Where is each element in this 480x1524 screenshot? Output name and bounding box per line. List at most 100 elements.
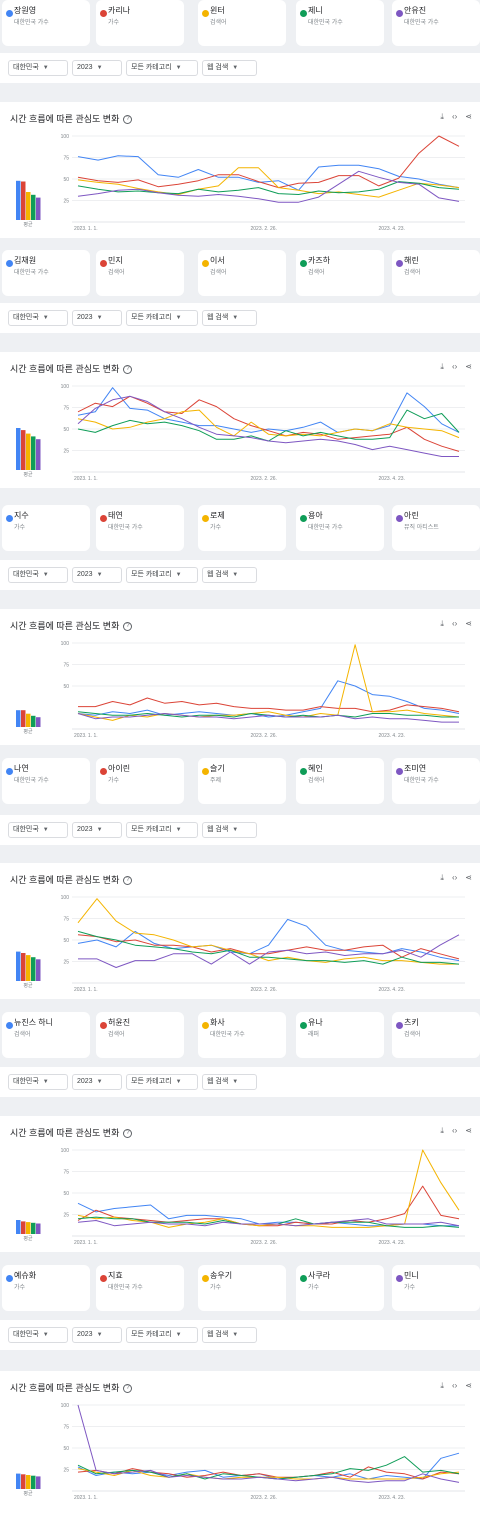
- filter-dropdown-search-type[interactable]: 웹 검색 ▼: [202, 567, 257, 583]
- filter-dropdown-search-type[interactable]: 웹 검색 ▼: [202, 60, 257, 76]
- search-term-card[interactable]: 장원영 대한민국 가수: [2, 0, 90, 46]
- search-term-card[interactable]: 로제 가수: [198, 505, 286, 551]
- filter-dropdown-year[interactable]: 2023 ▼: [72, 1074, 122, 1090]
- filter-dropdown-year[interactable]: 2023 ▼: [72, 60, 122, 76]
- search-term-name: 이서: [210, 256, 225, 265]
- filter-dropdown-category[interactable]: 모든 카테고리 ▼: [126, 1327, 198, 1343]
- x-tick-label: 2023. 2. 26.: [251, 476, 277, 482]
- filter-dropdown-region[interactable]: 대한민국 ▼: [8, 310, 68, 326]
- help-icon[interactable]: ?: [123, 876, 133, 886]
- filter-dropdown-category[interactable]: 모든 카테고리 ▼: [126, 1074, 198, 1090]
- search-term-card[interactable]: 제니 대한민국 가수: [296, 0, 384, 46]
- help-icon[interactable]: ?: [123, 1129, 133, 1139]
- search-term-card[interactable]: 민니 가수: [392, 1265, 480, 1311]
- search-term-name: 슬기: [210, 764, 225, 773]
- share-icon[interactable]: ⋖: [465, 873, 472, 882]
- help-icon[interactable]: ?: [123, 622, 133, 632]
- filter-dropdown-region[interactable]: 대한민국 ▼: [8, 567, 68, 583]
- search-term-card[interactable]: 화사 대한민국 가수: [198, 1012, 286, 1058]
- caret-down-icon: ▼: [232, 1079, 239, 1085]
- filter-dropdown-search-type[interactable]: 웹 검색 ▼: [202, 1074, 257, 1090]
- embed-icon[interactable]: ‹›: [451, 619, 458, 628]
- search-term-name: 로제: [210, 511, 225, 520]
- x-tick-label: 2023. 4. 23.: [379, 733, 405, 739]
- search-term-card[interactable]: 이서 검색어: [198, 250, 286, 296]
- search-term-card[interactable]: 혜인 검색어: [296, 758, 384, 804]
- x-tick-label: 2023. 4. 23.: [379, 1495, 405, 1501]
- filter-dropdown-category[interactable]: 모든 카테고리 ▼: [126, 822, 198, 838]
- average-bar: [36, 1476, 41, 1489]
- download-icon[interactable]: ⤓: [440, 1126, 444, 1135]
- search-term-card[interactable]: 카즈하 검색어: [296, 250, 384, 296]
- search-term-card[interactable]: 지효 대한민국 가수: [96, 1265, 184, 1311]
- download-icon[interactable]: ⤓: [440, 112, 444, 121]
- search-term-card[interactable]: 윈터 검색어: [198, 0, 286, 46]
- help-icon[interactable]: ?: [123, 365, 133, 375]
- search-term-card[interactable]: 슬기 주제: [198, 758, 286, 804]
- embed-icon[interactable]: ‹›: [451, 362, 458, 371]
- filter-dropdown-search-type[interactable]: 웹 검색 ▼: [202, 310, 257, 326]
- download-icon[interactable]: ⤓: [440, 362, 444, 371]
- share-icon[interactable]: ⋖: [465, 619, 472, 628]
- embed-icon[interactable]: ‹›: [451, 873, 458, 882]
- filter-dropdown-year[interactable]: 2023 ▼: [72, 310, 122, 326]
- embed-icon[interactable]: ‹›: [451, 1381, 458, 1390]
- search-term-card[interactable]: 해린 검색어: [392, 250, 480, 296]
- y-tick-label: 75: [63, 406, 69, 412]
- search-term-card[interactable]: 나연 대한민국 가수: [2, 758, 90, 804]
- search-term-card[interactable]: 아린 뮤직 아티스트: [392, 505, 480, 551]
- y-tick-label: 75: [63, 917, 69, 923]
- share-icon[interactable]: ⋖: [465, 1126, 472, 1135]
- download-icon[interactable]: ⤓: [440, 619, 444, 628]
- filter-dropdown-category[interactable]: 모든 카테고리 ▼: [126, 60, 198, 76]
- search-term-card[interactable]: 아이린 가수: [96, 758, 184, 804]
- filter-dropdown-search-type[interactable]: 웹 검색 ▼: [202, 1327, 257, 1343]
- embed-icon[interactable]: ‹›: [451, 112, 458, 121]
- filter-label: 모든 카테고리: [131, 64, 172, 71]
- embed-icon[interactable]: ‹›: [451, 1126, 458, 1135]
- search-term-card[interactable]: 예슈화 가수: [2, 1265, 90, 1311]
- filter-dropdown-search-type[interactable]: 웹 검색 ▼: [202, 822, 257, 838]
- average-bar: [16, 710, 21, 727]
- search-term-card[interactable]: 카리나 가수: [96, 0, 184, 46]
- search-term-card[interactable]: 태연 대한민국 가수: [96, 505, 184, 551]
- search-term-card[interactable]: 지수 가수: [2, 505, 90, 551]
- series-line: [77, 930, 460, 965]
- help-icon[interactable]: ?: [123, 115, 133, 125]
- search-term-card[interactable]: 김채원 대한민국 가수: [2, 250, 90, 296]
- filter-dropdown-year[interactable]: 2023 ▼: [72, 1327, 122, 1343]
- series-line: [77, 181, 460, 195]
- filter-dropdown-region[interactable]: 대한민국 ▼: [8, 1327, 68, 1343]
- share-icon[interactable]: ⋖: [465, 1381, 472, 1390]
- download-icon[interactable]: ⤓: [440, 873, 444, 882]
- search-term-card[interactable]: 용아 대한민국 가수: [296, 505, 384, 551]
- filter-dropdown-region[interactable]: 대한민국 ▼: [8, 60, 68, 76]
- series-color-dot: [6, 10, 13, 17]
- search-term-card[interactable]: 츠키 검색어: [392, 1012, 480, 1058]
- share-icon[interactable]: ⋖: [465, 362, 472, 371]
- filter-bar: 대한민국 ▼ 2023 ▼ 모든 카테고리 ▼ 웹 검색 ▼: [0, 53, 480, 83]
- filter-dropdown-category[interactable]: 모든 카테고리 ▼: [126, 310, 198, 326]
- share-icon[interactable]: ⋖: [465, 112, 472, 121]
- series-color-dot: [396, 1275, 403, 1282]
- filter-dropdown-category[interactable]: 모든 카테고리 ▼: [126, 567, 198, 583]
- filter-dropdown-region[interactable]: 대한민국 ▼: [8, 822, 68, 838]
- search-term-card[interactable]: 허윤진 검색어: [96, 1012, 184, 1058]
- search-term-card[interactable]: 사쿠라 가수: [296, 1265, 384, 1311]
- search-term-name: 용아: [308, 511, 323, 520]
- filter-dropdown-year[interactable]: 2023 ▼: [72, 822, 122, 838]
- search-term-card[interactable]: 민지 검색어: [96, 250, 184, 296]
- caret-down-icon: ▼: [175, 827, 182, 833]
- search-term-card[interactable]: 송우기 가수: [198, 1265, 286, 1311]
- search-term-card[interactable]: 뉴진스 하니 검색어: [2, 1012, 90, 1058]
- y-tick-label: 25: [63, 960, 69, 966]
- search-term-card[interactable]: 유나 래퍼: [296, 1012, 384, 1058]
- filter-dropdown-year[interactable]: 2023 ▼: [72, 567, 122, 583]
- help-icon[interactable]: ?: [123, 1384, 133, 1394]
- filter-dropdown-region[interactable]: 대한민국 ▼: [8, 1074, 68, 1090]
- search-term-name: 사쿠라: [308, 1271, 331, 1280]
- search-term-card[interactable]: 조미연 대한민국 가수: [392, 758, 480, 804]
- download-icon[interactable]: ⤓: [440, 1381, 444, 1390]
- search-term-card[interactable]: 안유진 대한민국 가수: [392, 0, 480, 46]
- search-term-name: 카리나: [108, 6, 131, 15]
